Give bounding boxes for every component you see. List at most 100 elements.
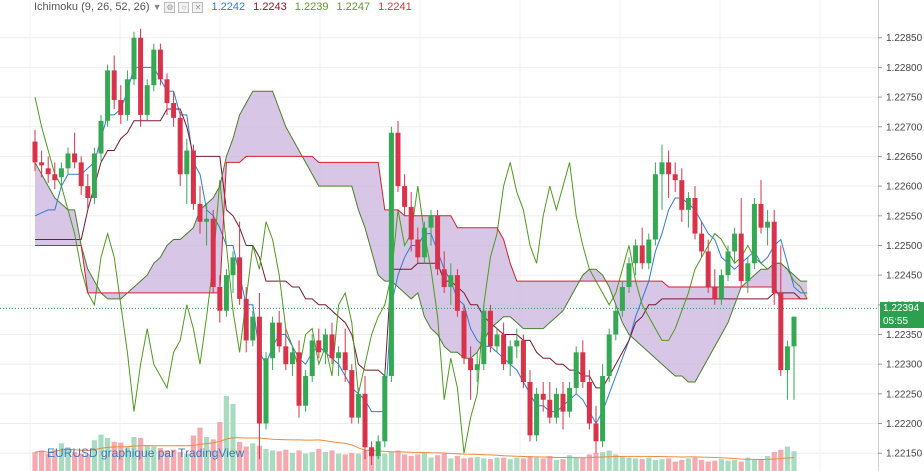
volume-bar	[448, 458, 454, 471]
volume-bar	[613, 454, 619, 471]
candle-body	[547, 399, 553, 418]
volume-bar	[633, 458, 639, 471]
volume-bar	[276, 451, 282, 471]
volume-bar	[190, 435, 196, 471]
candle-body	[395, 132, 401, 187]
candle-body	[85, 186, 91, 198]
volume-bar	[342, 454, 348, 471]
price-axis[interactable]: 1.22850 1.22800 1.22750 1.22700 1.22650 1.226…	[878, 0, 923, 471]
candle-body	[144, 85, 150, 115]
indicator-name[interactable]: Ichimoku (9, 26, 52, 26)	[34, 1, 150, 13]
candle-body	[573, 352, 579, 388]
candle-body	[223, 275, 229, 311]
candle-body	[402, 186, 408, 207]
y-tick-label: 1.22200	[886, 419, 923, 430]
ichimoku-cloud	[35, 91, 808, 382]
chevron-down-icon[interactable]: ▼	[152, 2, 162, 12]
candle-body	[586, 381, 592, 424]
candle-body	[171, 103, 177, 118]
candle-body	[316, 340, 322, 353]
tenkan-line	[34, 66, 808, 425]
volume-bar	[309, 452, 315, 471]
candle-body	[738, 233, 744, 282]
volume-bar	[514, 457, 520, 471]
candle-body	[784, 346, 790, 371]
volume-bar	[560, 459, 566, 471]
candle-body	[52, 174, 58, 181]
candle-body	[237, 257, 243, 299]
candle-body	[441, 269, 447, 288]
candle-body	[646, 239, 652, 264]
volume-bar	[507, 459, 513, 471]
y-tick-label: 1.22850	[886, 33, 923, 44]
legend-value: 1.2239	[294, 1, 329, 13]
volume-bar	[606, 450, 612, 471]
volume-bar	[157, 448, 163, 471]
volume-bar	[349, 452, 355, 471]
candle-body	[613, 310, 619, 335]
candle-body	[375, 441, 381, 457]
volume-bar	[527, 456, 533, 471]
candle-body	[184, 150, 190, 175]
y-tick-label: 1.22450	[886, 271, 923, 282]
candle-body	[501, 334, 507, 365]
settings-icon[interactable]: ⚙	[164, 1, 176, 13]
candle-body	[151, 49, 157, 86]
visibility-icon[interactable]: ○	[178, 1, 190, 13]
candle-body	[448, 275, 454, 288]
candle-body	[105, 70, 111, 121]
legend-value: 1.2247	[336, 1, 371, 13]
candle-body	[705, 251, 711, 288]
volume-bar	[435, 455, 441, 471]
volume-bar	[52, 449, 58, 471]
volume-bar	[732, 459, 738, 471]
candle-body	[593, 423, 599, 442]
candle-body	[534, 393, 540, 436]
candle-body	[276, 322, 282, 347]
candle-body	[58, 168, 64, 178]
candle-body	[329, 334, 335, 359]
legend-value: 1.2243	[253, 1, 287, 13]
volume-bar	[600, 452, 606, 471]
y-tick-label: 1.22650	[886, 152, 923, 163]
candle-body	[619, 287, 625, 311]
candle-body	[256, 316, 262, 424]
candle-body	[65, 153, 71, 169]
volume-bar	[151, 446, 157, 471]
candle-body	[190, 150, 196, 204]
candle-body	[540, 393, 546, 400]
volume-bar	[520, 458, 526, 471]
candle-body	[659, 162, 665, 175]
candle-body	[699, 233, 705, 252]
volume-bar	[250, 443, 256, 471]
candle-body	[527, 381, 533, 436]
candle-body	[421, 227, 427, 258]
volume-bar	[362, 450, 368, 471]
candle-body	[468, 358, 474, 371]
y-tick-label: 1.22150	[886, 449, 923, 460]
volume-bar	[547, 456, 553, 471]
volume-bar	[751, 459, 757, 471]
candle-body	[118, 100, 124, 115]
volume-bar	[243, 446, 249, 471]
candle-body	[606, 334, 612, 377]
volume-bar	[553, 459, 559, 471]
candle-body	[78, 162, 84, 187]
volume-bar	[679, 459, 685, 471]
close-icon[interactable]: ✕	[192, 1, 204, 13]
volume-bar	[105, 437, 111, 471]
y-tick-label: 1.22700	[886, 122, 923, 133]
watermark: EURUSD graphique par TradingView	[47, 446, 245, 460]
volume-bar	[666, 458, 672, 471]
volume-bar	[131, 437, 137, 471]
candle-body	[217, 287, 223, 311]
volume-bar	[270, 450, 276, 471]
candle-body	[712, 287, 718, 299]
candle-body	[283, 346, 289, 365]
volume-bar	[223, 396, 229, 471]
candle-body	[791, 316, 797, 347]
candle-body	[679, 180, 685, 210]
candle-body	[296, 352, 302, 406]
